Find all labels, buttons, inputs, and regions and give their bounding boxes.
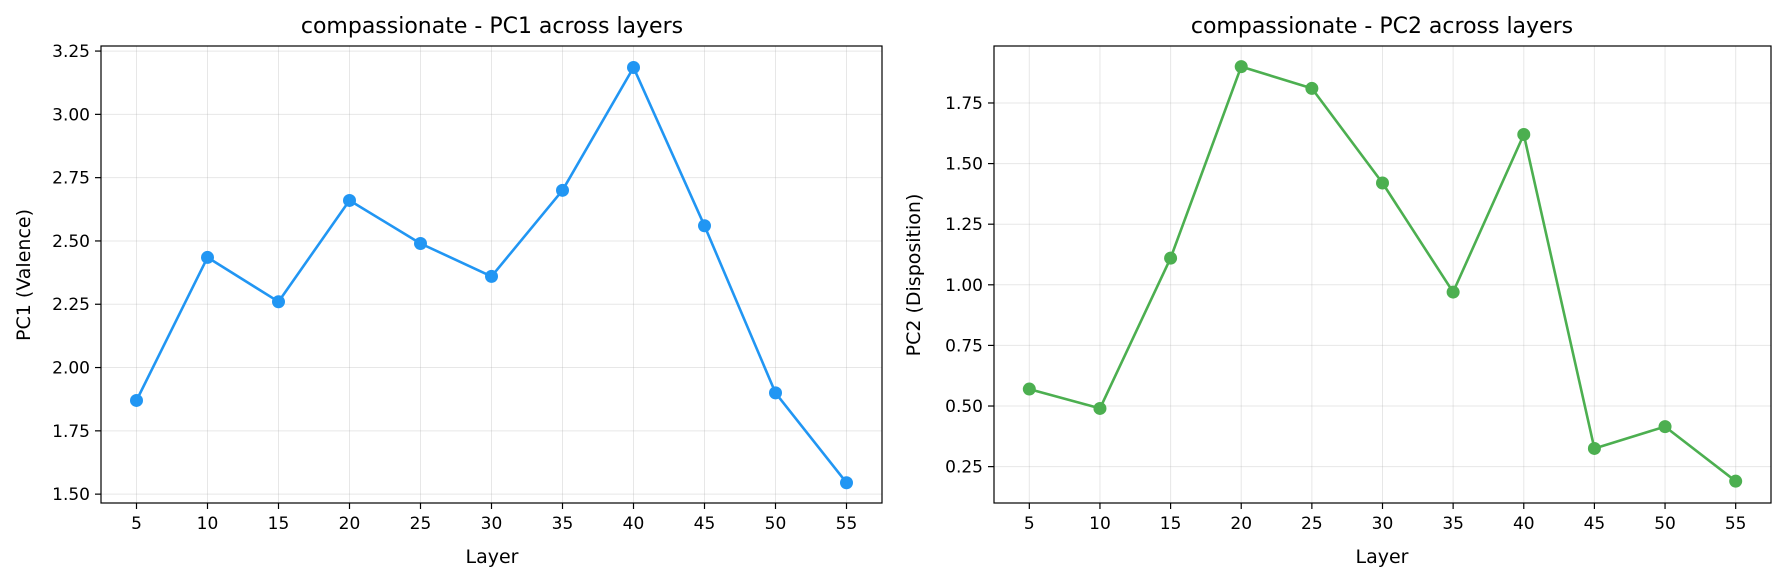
pc1-data-point bbox=[130, 393, 143, 407]
pc1-x-tick-label: 55 bbox=[836, 514, 858, 534]
pc1-data-point bbox=[627, 61, 640, 75]
pc1-x-tick-label: 5 bbox=[131, 514, 142, 534]
pc2-x-tick-label: 50 bbox=[1654, 514, 1676, 534]
pc2-data-point bbox=[1164, 251, 1178, 265]
pc2-chart-title: compassionate - PC2 across layers bbox=[1191, 14, 1573, 39]
pc1-x-tick-label: 20 bbox=[339, 514, 361, 534]
pc2-x-tick-label: 35 bbox=[1442, 514, 1464, 534]
pc1-y-tick-label: 1.75 bbox=[52, 422, 90, 442]
pc1-x-tick-label: 25 bbox=[410, 514, 432, 534]
pc1-y-axis-label: PC1 (Valence) bbox=[13, 209, 35, 341]
pc2-data-point bbox=[1587, 441, 1601, 455]
pc2-data-point bbox=[1022, 382, 1036, 396]
pc1-x-tick-label: 10 bbox=[197, 514, 219, 534]
pc2-data-point bbox=[1446, 285, 1460, 299]
pc2-y-tick-label: 1.75 bbox=[945, 94, 983, 114]
pc1-data-point bbox=[698, 219, 711, 233]
pc2-y-tick-label: 1.00 bbox=[945, 276, 983, 296]
pc1-data-point bbox=[556, 183, 569, 197]
pc2-data-point bbox=[1093, 401, 1107, 415]
pc2-x-tick-label: 20 bbox=[1230, 514, 1252, 534]
pc2-chart: compassionate - PC2 across layers 5 10 15 2… bbox=[903, 14, 1772, 568]
pc2-y-tick-label: 0.75 bbox=[945, 336, 983, 356]
pc2-data-point bbox=[1729, 474, 1743, 488]
pc1-data-point bbox=[414, 236, 427, 250]
pc2-data-point bbox=[1376, 176, 1389, 190]
pc2-data-point bbox=[1517, 127, 1531, 141]
pc2-x-tick-label: 15 bbox=[1160, 514, 1182, 534]
pc2-x-tick-label: 30 bbox=[1372, 514, 1394, 534]
pc1-x-tick-label: 50 bbox=[765, 514, 787, 534]
pc1-x-tick-label: 40 bbox=[623, 514, 645, 534]
pc1-data-point bbox=[769, 386, 782, 400]
pc1-data-point bbox=[485, 269, 498, 283]
pc1-y-tick-label: 2.75 bbox=[52, 169, 90, 189]
pc1-chart: compassionate - PC1 across layers 5 10 15 2… bbox=[13, 14, 883, 568]
pc2-x-tick-label: 40 bbox=[1513, 514, 1535, 534]
pc1-data-point bbox=[343, 193, 356, 207]
pc1-y-tick-label: 3.25 bbox=[52, 42, 90, 62]
pc2-x-tick-label: 5 bbox=[1024, 514, 1035, 534]
pc1-y-tick-label: 2.50 bbox=[52, 232, 90, 252]
pc2-x-axis-label: Layer bbox=[1356, 546, 1409, 568]
pc1-x-tick-label: 30 bbox=[481, 514, 503, 534]
pc2-x-tick-label: 45 bbox=[1584, 514, 1606, 534]
pc1-x-tick-label: 15 bbox=[268, 514, 290, 534]
pc1-data-point bbox=[840, 476, 853, 490]
pc2-x-tick-label: 10 bbox=[1089, 514, 1111, 534]
pc2-y-tick-label: 0.50 bbox=[945, 397, 983, 417]
pc2-data-point bbox=[1234, 60, 1248, 74]
pc1-y-tick-label: 3.00 bbox=[52, 105, 90, 125]
pc2-data-point bbox=[1658, 420, 1672, 434]
pc1-x-tick-label: 35 bbox=[552, 514, 574, 534]
pc1-x-tick-label: 45 bbox=[694, 514, 716, 534]
pc2-y-tick-label: 1.25 bbox=[945, 215, 983, 235]
pc1-chart-title: compassionate - PC1 across layers bbox=[301, 14, 683, 39]
pc2-y-axis-label: PC2 (Disposition) bbox=[903, 194, 925, 357]
pc1-y-tick-label: 1.50 bbox=[52, 485, 90, 505]
pc1-y-tick-label: 2.25 bbox=[52, 295, 90, 315]
pc2-y-tick-label: 1.50 bbox=[945, 155, 983, 175]
pc1-y-tick-label: 2.00 bbox=[52, 359, 90, 379]
pc1-x-axis-label: Layer bbox=[466, 546, 519, 568]
pc2-y-tick-label: 0.25 bbox=[945, 458, 983, 478]
pc1-data-point bbox=[272, 295, 285, 309]
pc2-data-point bbox=[1305, 81, 1319, 95]
pc1-data-point bbox=[201, 250, 214, 264]
pc2-x-tick-label: 25 bbox=[1301, 514, 1323, 534]
pc2-x-tick-label: 55 bbox=[1725, 514, 1747, 534]
